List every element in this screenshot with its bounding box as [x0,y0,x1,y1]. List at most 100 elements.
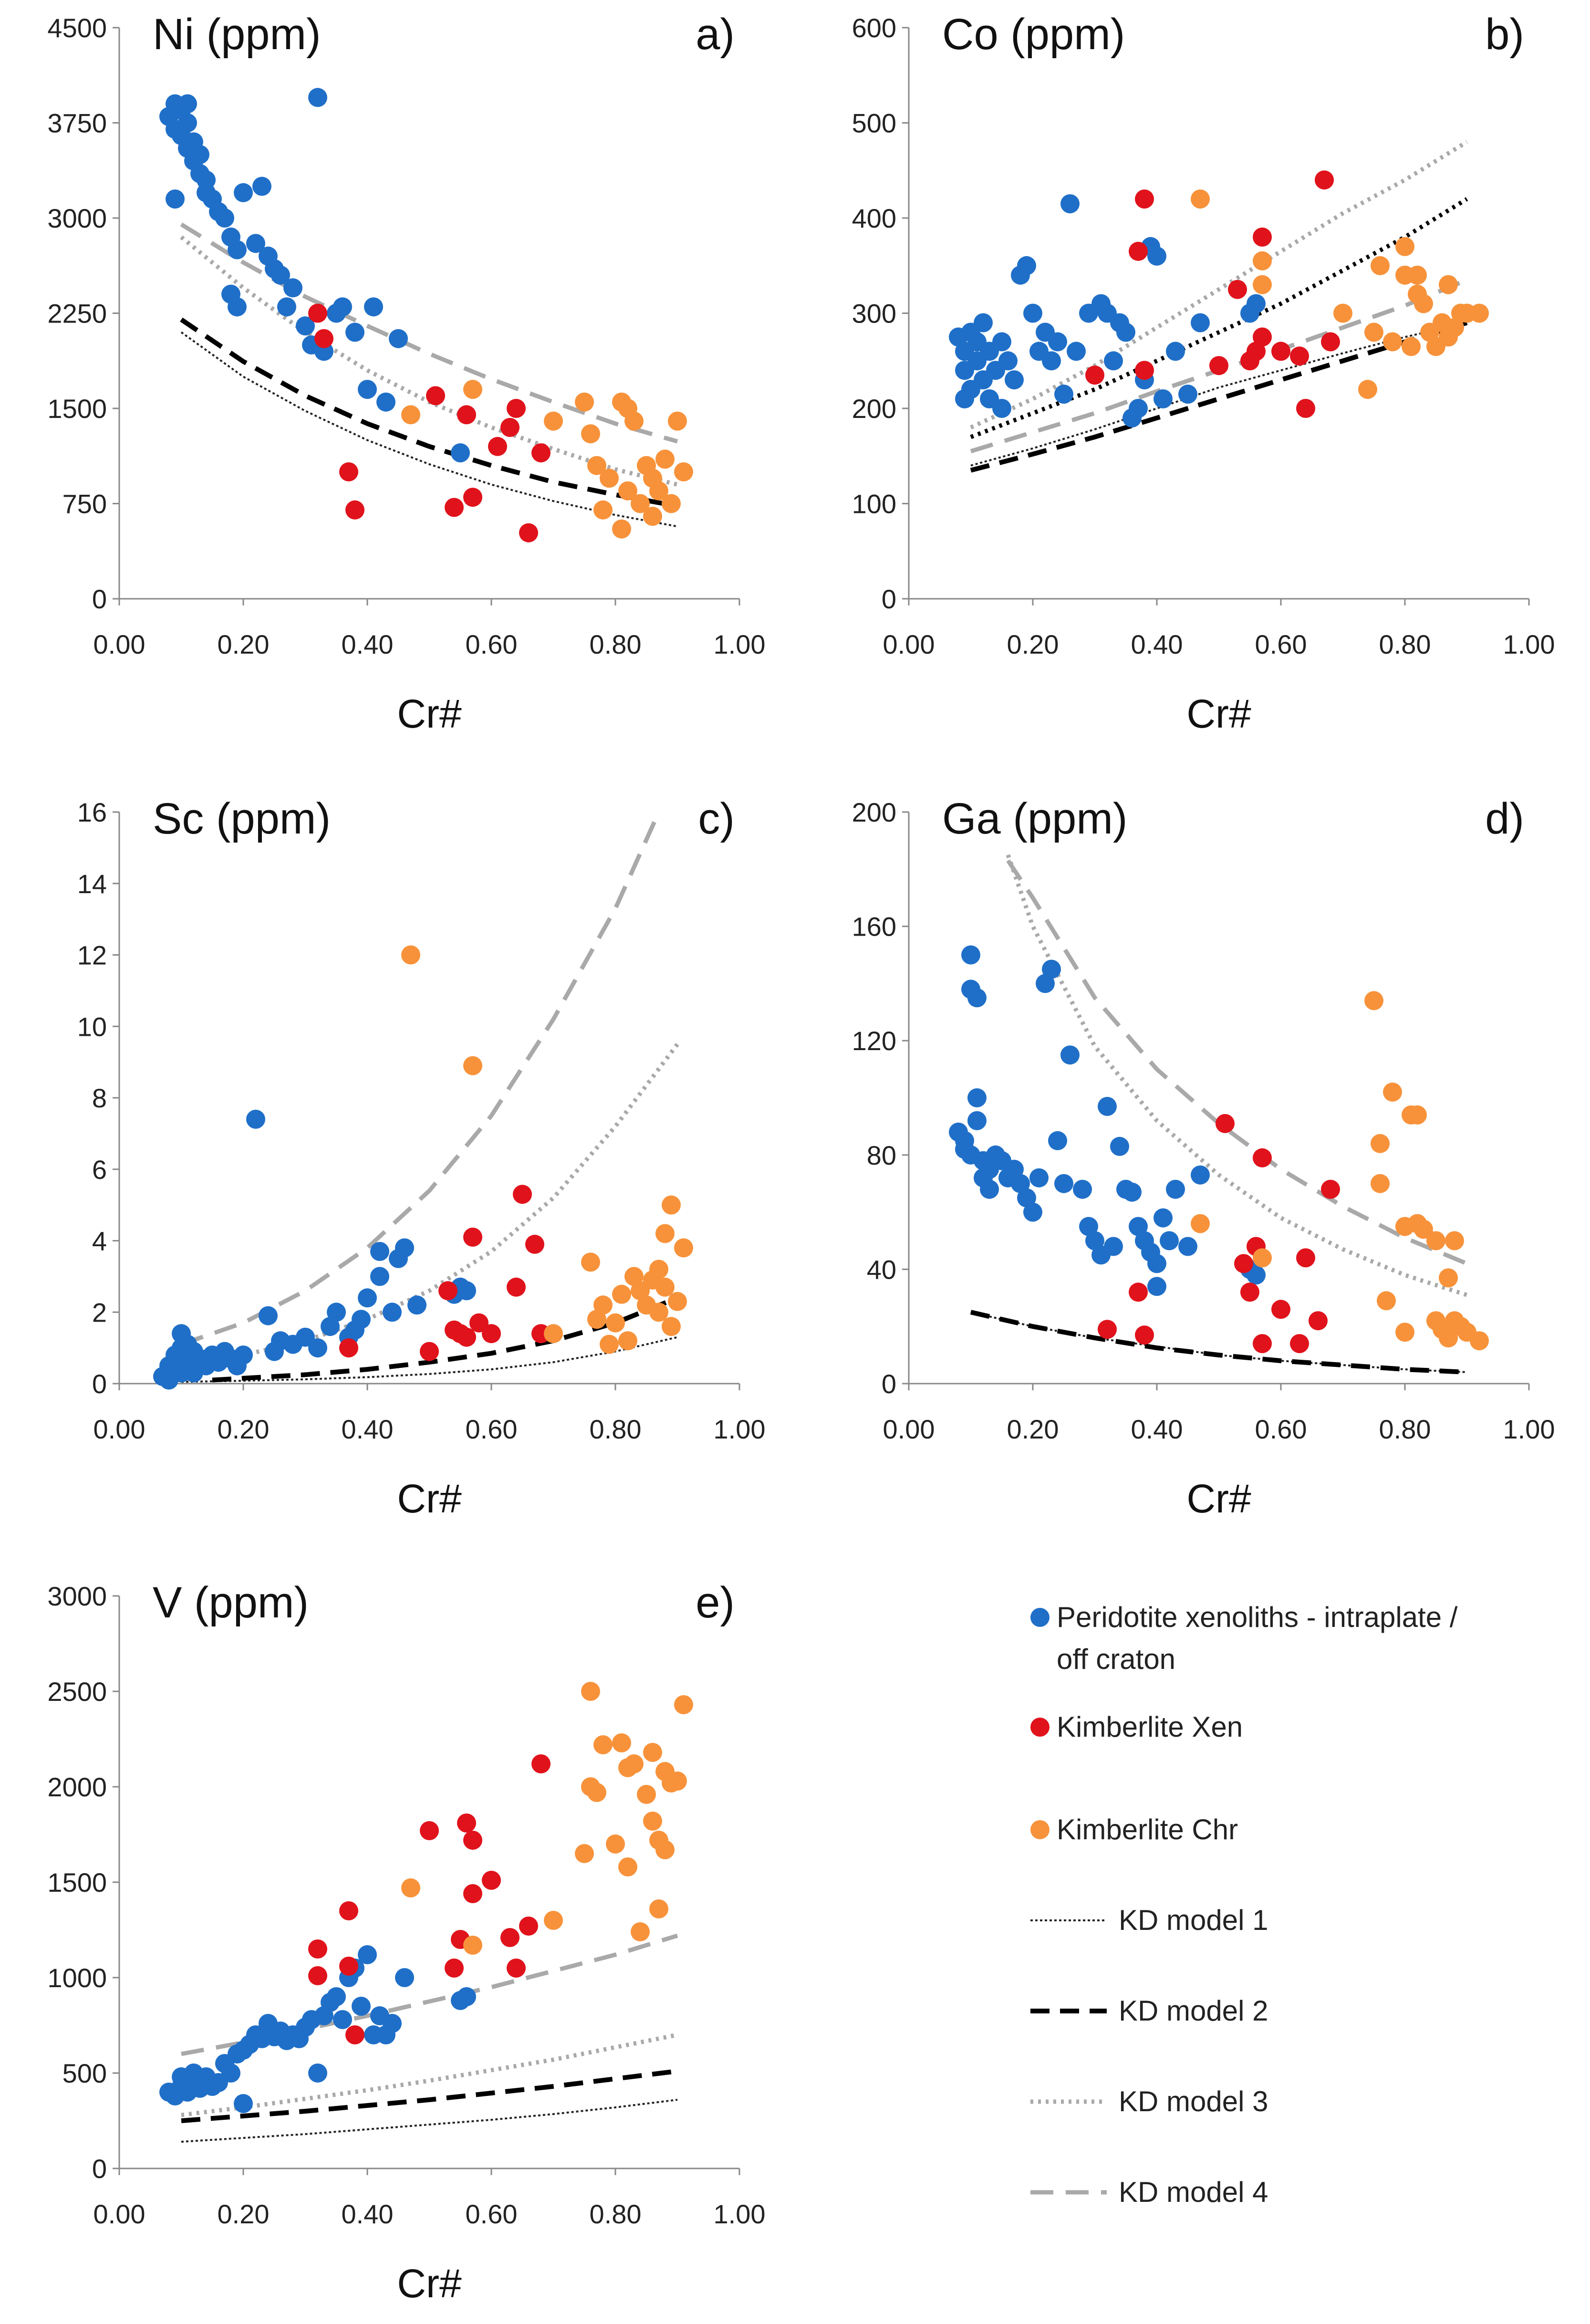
blue-point [1110,1136,1129,1156]
blue-point [234,2094,253,2113]
orange-point [606,1313,625,1333]
blue-point [1073,1179,1092,1199]
orange-point [655,1224,675,1243]
orange-point [575,1844,594,1863]
panel-title: Sc (ppm) [153,794,331,843]
orange-point [1371,1174,1390,1193]
model-line-kd-model-2 [181,2069,678,2123]
blue-point [1147,1254,1166,1273]
red-point [1098,1320,1117,1339]
model-line-kd-model-2 [970,1310,1467,1375]
x-tick-label: 0.60 [466,2199,518,2229]
x-tick-label: 0.00 [94,2199,145,2229]
orange-point [674,1238,693,1258]
panel-letter: e) [696,1578,735,1627]
y-tick-label: 40 [867,1254,896,1284]
y-tick-label: 0 [92,2154,107,2184]
orange-point [618,481,637,500]
y-tick-label: 200 [852,797,896,827]
red-point [1209,356,1228,375]
orange-point [662,494,681,513]
panel-letter: d) [1485,794,1524,843]
blue-point [1116,323,1135,342]
orange-point [1439,275,1458,294]
blue-point [992,399,1011,418]
red-point [426,386,445,406]
x-tick-label: 0.20 [1007,629,1059,659]
y-tick-label: 4 [92,1226,107,1256]
red-point [1296,399,1315,418]
orange-point [1470,1331,1489,1351]
orange-point [643,1743,662,1762]
red-point [519,1917,538,1936]
y-tick-label: 300 [852,299,896,329]
orange-point [618,1331,637,1351]
x-tick-label: 1.00 [1503,629,1555,659]
orange-point [544,1324,563,1344]
orange-point [1253,275,1272,294]
orange-point [1333,303,1352,323]
y-tick-label: 6 [92,1155,107,1185]
x-tick-label: 0.00 [883,1414,935,1444]
panel-letter: b) [1485,10,1524,59]
legend-marker-red [1030,1718,1050,1737]
blue-point [383,1303,402,1322]
blue-point [277,297,296,317]
x-axis-label: Cr# [397,1476,462,1521]
orange-point [1439,1268,1458,1288]
blue-point [1017,1188,1036,1208]
orange-point [587,1310,606,1329]
red-point [1271,1300,1290,1319]
orange-point [1358,380,1377,399]
orange-point [1470,303,1489,323]
orange-point [674,1695,693,1714]
blue-point [1054,385,1073,404]
blue-point [215,208,234,228]
x-tick-label: 0.40 [1131,1414,1183,1444]
blue-point [370,1267,389,1286]
orange-point [637,1785,656,1804]
orange-point [544,1911,563,1930]
y-tick-label: 500 [62,2058,107,2088]
blue-point [333,2010,352,2029]
x-tick-label: 0.80 [1379,629,1431,659]
blue-point [1011,1174,1030,1193]
blue-point [345,323,364,342]
red-point [1321,1179,1340,1199]
orange-point [1253,1248,1272,1268]
orange-point [612,519,631,539]
x-tick-label: 0.40 [342,2199,394,2229]
x-tick-label: 1.00 [714,2199,766,2229]
blue-point [234,1345,253,1365]
x-tick-label: 1.00 [714,629,766,659]
orange-point [631,494,650,513]
panel-title: Ga (ppm) [942,794,1128,843]
red-point [463,1884,482,1903]
blue-point [992,332,1011,352]
red-point [339,462,358,481]
blue-point [1036,974,1055,993]
orange-point [600,469,619,488]
panel-title: V (ppm) [153,1578,309,1627]
blue-point [1042,351,1061,371]
orange-point [401,945,420,965]
orange-point [1395,1323,1414,1342]
orange-point [1364,991,1383,1011]
orange-point [624,1267,644,1286]
model-line-kd-model-3 [970,140,1468,429]
y-tick-label: 2250 [47,299,107,329]
red-point [482,1324,501,1344]
legend-label-m1: KD model 1 [1119,1904,1268,1936]
legend-label-m3: KD model 3 [1119,2085,1268,2117]
orange-point [631,1281,650,1301]
orange-point [668,1292,687,1311]
blue-point [333,297,352,317]
x-tick-label: 0.40 [342,1414,394,1444]
red-point [1271,342,1290,361]
red-point [308,1966,327,1985]
orange-point [606,1834,625,1854]
blue-point [1191,1165,1210,1185]
model-line-kd-model-2 [970,320,1468,473]
blue-point [1104,1237,1123,1256]
blue-point [1048,332,1067,352]
